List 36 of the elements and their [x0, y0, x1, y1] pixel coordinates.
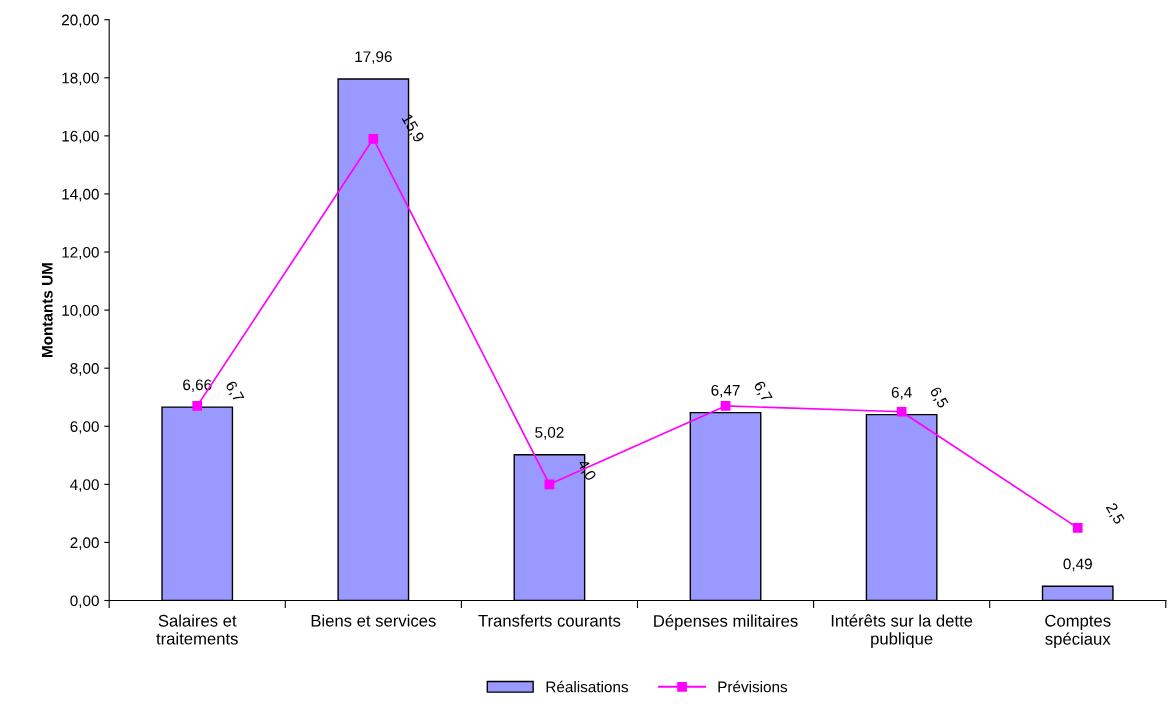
data-label: 4,0 [575, 458, 597, 483]
x-tick-label: Intérêts sur la dette publique [831, 614, 973, 648]
point [720, 401, 731, 411]
y-tick-label: 14,00 [62, 188, 99, 202]
data-label: 0,49 [1063, 558, 1092, 572]
point [896, 406, 907, 417]
x-tick-label: Transferts courants [478, 614, 621, 627]
y-tick-label: 16,00 [62, 130, 99, 144]
y-tick-label: 2,00 [70, 537, 99, 550]
point [192, 401, 203, 411]
y-tick-label: 6,00 [70, 421, 99, 434]
y-axis-title: Montants UM [42, 263, 53, 358]
data-label: 5,02 [535, 427, 564, 440]
y-tick-label: 20,00 [62, 14, 99, 28]
point [544, 479, 555, 490]
data-label: 6,47 [711, 384, 740, 398]
y-tick-label: 12,00 [62, 246, 99, 260]
data-label: 6,7 [223, 380, 245, 404]
y-tick-label: 0,00 [70, 595, 99, 608]
y-tick-label: 18,00 [62, 72, 99, 86]
data-label: 6,7 [751, 380, 773, 404]
x-tick-label: Dépenses militaires [654, 614, 798, 631]
legend-label: Réalisations [546, 680, 629, 693]
x-tick-label: Comptes spéciaux [1045, 614, 1111, 649]
y-tick-label: 4,00 [70, 479, 99, 492]
legend-label: Prévisions [718, 680, 788, 693]
y-tick-label: 8,00 [70, 363, 99, 376]
data-label: 17,96 [355, 51, 392, 64]
data-label: 2,5 [1104, 502, 1126, 526]
y-tick-label: 10,00 [62, 304, 99, 318]
point [368, 133, 379, 144]
data-label: 6,5 [928, 386, 949, 410]
x-tick-label: Biens et services [311, 614, 436, 627]
point [1072, 523, 1083, 533]
data-label: 6,4 [891, 386, 912, 400]
x-tick-label: Salaires et traitements [156, 614, 238, 645]
